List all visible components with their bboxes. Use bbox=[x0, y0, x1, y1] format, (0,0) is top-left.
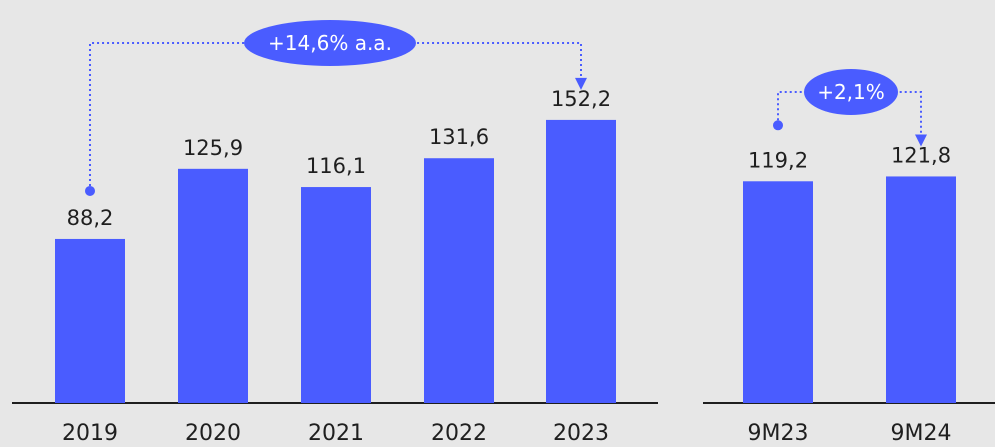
value-label-2021: 116,1 bbox=[306, 154, 366, 178]
value-label-9M24: 121,8 bbox=[891, 143, 951, 167]
category-label-2020: 2020 bbox=[185, 421, 241, 446]
growth-pill-label: +2,1% bbox=[817, 80, 885, 104]
bar-2019 bbox=[55, 238, 125, 403]
bar-2023 bbox=[546, 119, 616, 404]
bar-2021 bbox=[301, 187, 371, 403]
value-label-2020: 125,9 bbox=[183, 136, 243, 160]
growth-arrow-head bbox=[915, 134, 927, 147]
growth-pill bbox=[804, 69, 898, 115]
bar-2022 bbox=[424, 158, 494, 403]
category-label-2021: 2021 bbox=[308, 421, 364, 446]
growth-arrow-head bbox=[575, 77, 587, 90]
growth-bracket-line bbox=[89, 42, 582, 191]
annual-chart-panel: 88,2 2019 125,9 2020 116,1 2021 131,6 2022 152,2… bbox=[55, 20, 616, 446]
growth-bracket-line bbox=[777, 91, 922, 135]
value-label-2022: 131,6 bbox=[429, 125, 489, 149]
growth-pill bbox=[244, 20, 416, 66]
bar-9M23 bbox=[743, 181, 813, 403]
bar-2020 bbox=[178, 168, 248, 403]
category-label-2023: 2023 bbox=[553, 421, 609, 446]
value-label-2023: 152,2 bbox=[551, 87, 611, 111]
bar-9M24 bbox=[886, 176, 956, 403]
growth-pill-label: +14,6% a.a. bbox=[268, 31, 392, 55]
value-label-2019: 88,2 bbox=[67, 206, 114, 230]
category-label-2019: 2019 bbox=[62, 421, 118, 446]
category-label-2022: 2022 bbox=[431, 421, 487, 446]
value-label-9M23: 119,2 bbox=[748, 148, 808, 172]
category-label-9M24: 9M24 bbox=[891, 421, 952, 446]
category-label-9M23: 9M23 bbox=[748, 421, 809, 446]
ytd-chart-panel: 119,2 9M23 121,8 9M24 +2,1% bbox=[743, 69, 956, 446]
